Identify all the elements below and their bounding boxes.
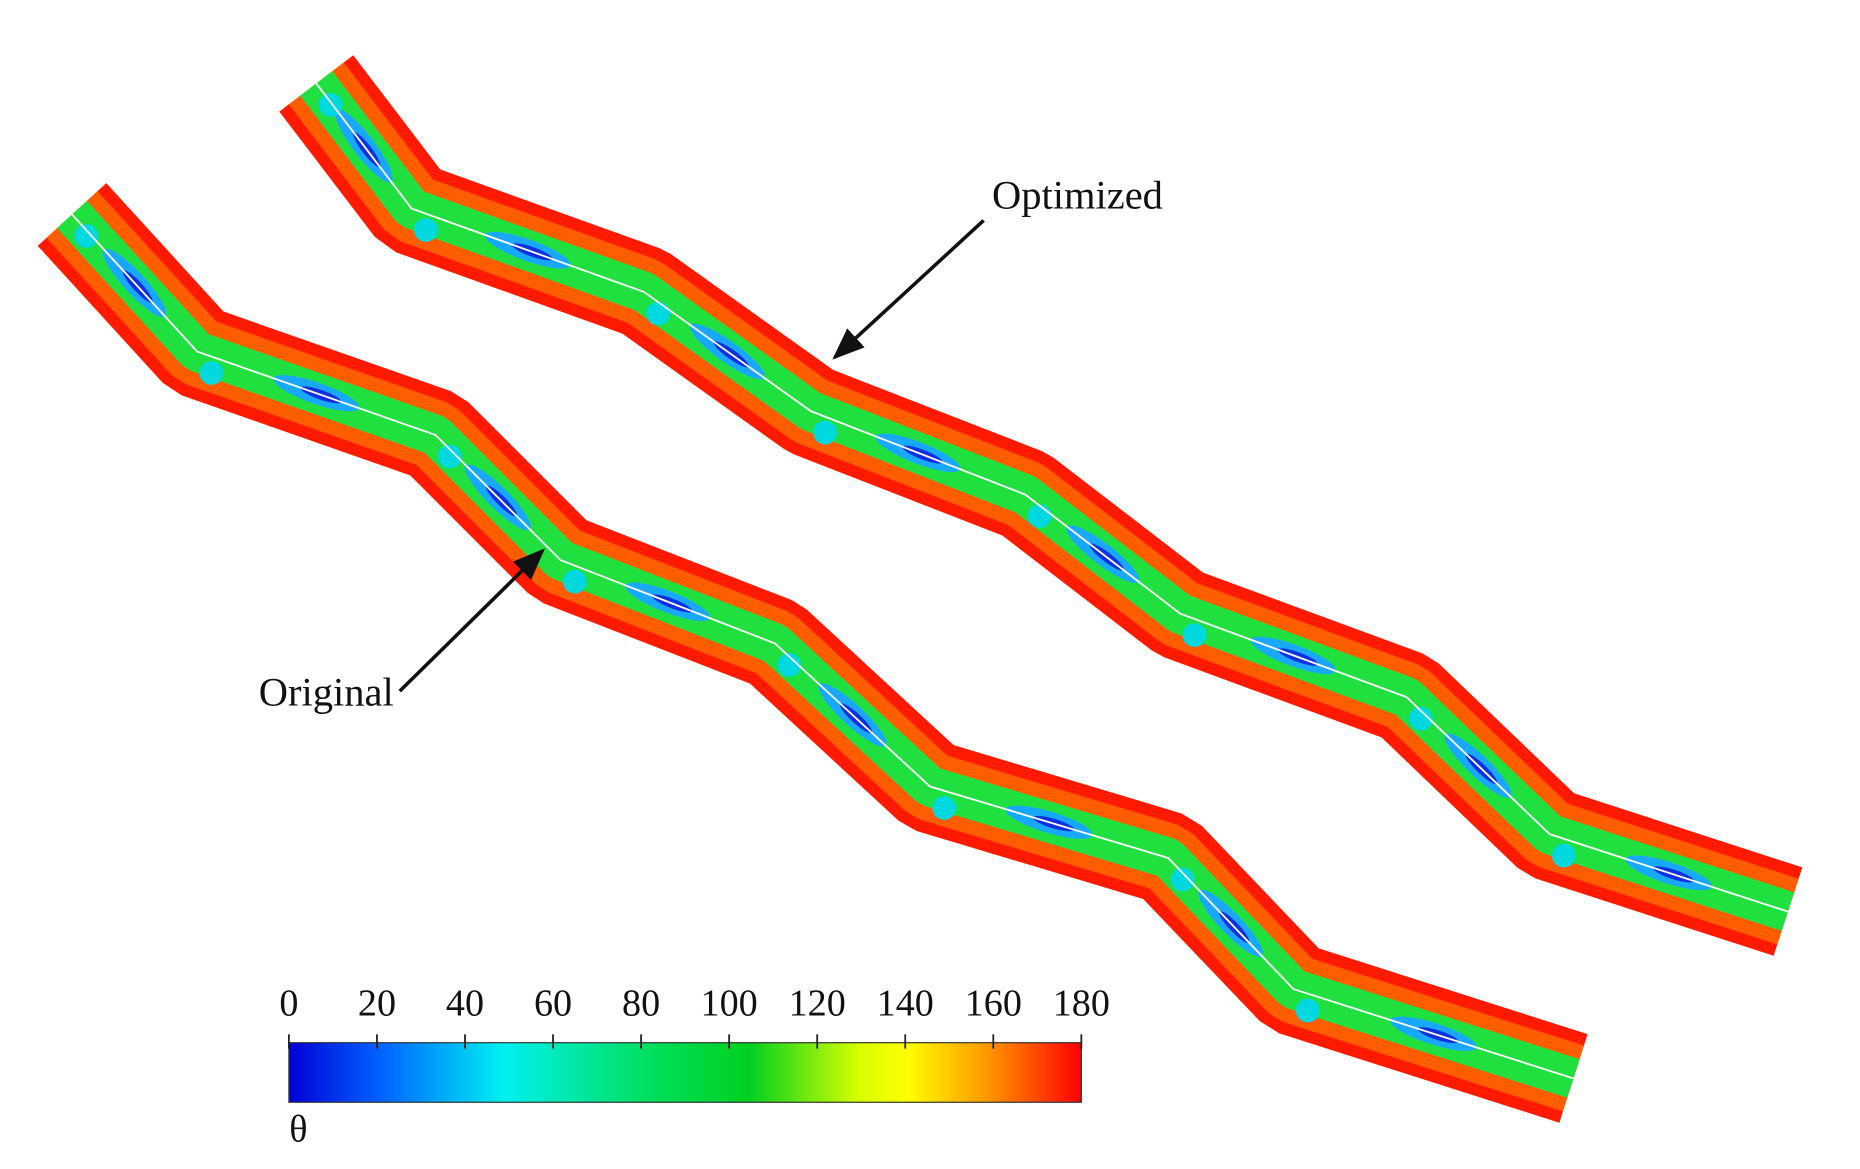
colorbar-label: θ [289,1109,307,1151]
colorbar-tick-label: 160 [965,982,1022,1024]
vortex [813,420,838,445]
label-original: Original [259,669,394,714]
colorbar-tick-label: 180 [1053,982,1110,1024]
colorbar-tick-label: 100 [701,982,758,1024]
vortex [932,796,957,820]
colorbar-tick-label: 60 [534,982,572,1024]
vortex [199,361,224,385]
vortex [1182,623,1207,648]
label-optimized: Optimized [992,173,1163,218]
colorbar-tick-label: 0 [279,982,298,1024]
vortex [1552,843,1576,868]
colorbar-tick-label: 20 [358,982,396,1024]
channels [37,55,1803,1123]
channel-line [71,213,1574,1080]
vortex [1409,706,1433,731]
channel-line [315,82,1789,913]
vortex [414,218,438,242]
vortex [646,301,671,326]
arrow [832,219,985,360]
colorbar-tick-label: 120 [789,982,846,1024]
arrow [398,548,546,693]
colorbar-tick-label: 80 [622,982,660,1024]
vortex [1295,998,1320,1023]
vortex [1170,867,1195,892]
colorbar-tick-label: 140 [877,982,934,1024]
colorbar [288,1042,1082,1103]
colorbar-tick-label: 40 [446,982,484,1024]
vortex [1027,504,1052,528]
vortex [777,653,802,677]
vortex [437,444,462,469]
vortex [74,224,99,248]
vortex [562,569,587,594]
